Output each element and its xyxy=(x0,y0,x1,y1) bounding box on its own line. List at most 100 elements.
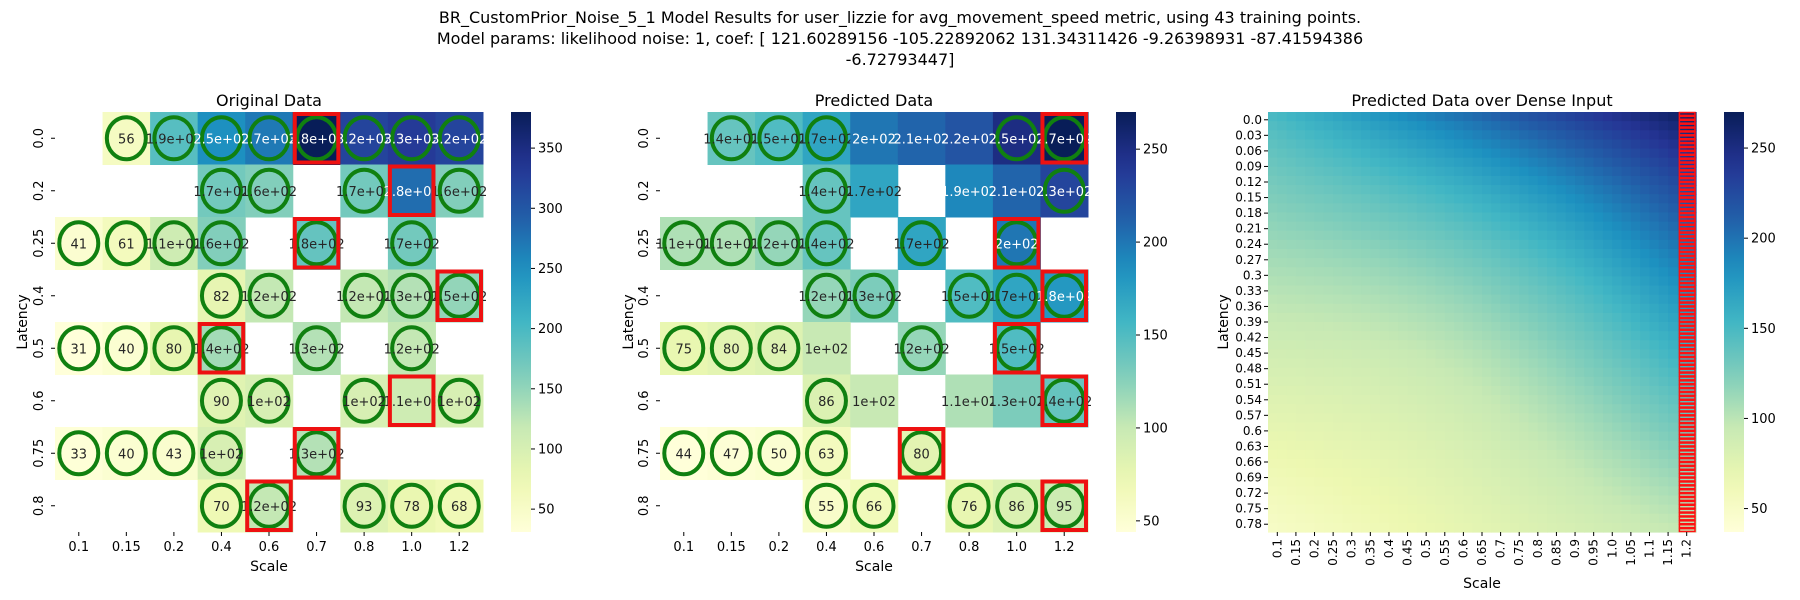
dense-cell xyxy=(1519,194,1530,204)
dense-cell xyxy=(1547,276,1558,287)
dense-cell xyxy=(1454,458,1464,469)
dense-cell xyxy=(1640,404,1651,414)
dense-cell xyxy=(1388,267,1399,277)
dense-cell xyxy=(1416,285,1427,296)
dense-cell xyxy=(1444,322,1455,332)
dense-cell xyxy=(1640,513,1651,524)
cell-value-label: 1.7e+02 xyxy=(384,237,440,252)
dense-cell xyxy=(1528,248,1539,259)
dense-cell xyxy=(1314,112,1325,122)
dense-cell xyxy=(1547,477,1558,487)
dense-cell xyxy=(1547,522,1558,533)
dense-cell xyxy=(1277,212,1288,223)
y-tick-label: 0.09 xyxy=(1235,159,1262,173)
training-point-marker xyxy=(995,272,1039,319)
dense-cell xyxy=(1537,458,1548,469)
dense-cell xyxy=(1575,312,1585,323)
dense-cell xyxy=(1398,504,1409,515)
dense-cell xyxy=(1612,431,1623,442)
highlight-box xyxy=(1678,177,1696,183)
dense-cell xyxy=(1342,230,1353,241)
dense-cell xyxy=(1649,212,1660,223)
dense-cell xyxy=(1295,395,1306,405)
dense-cell xyxy=(1323,376,1334,387)
cell-value-label: 1.5e+02 xyxy=(941,290,997,305)
dense-cell xyxy=(1640,212,1651,223)
cell-value-label: 55 xyxy=(818,500,835,515)
dense-cell xyxy=(1416,477,1427,487)
dense-cell xyxy=(1640,358,1651,369)
dense-cell xyxy=(1658,458,1669,469)
dense-cell xyxy=(1593,175,1604,186)
training-point-marker xyxy=(709,220,753,267)
dense-cell xyxy=(1435,340,1446,350)
dense-cell xyxy=(1482,331,1492,341)
x-tick-label: 0.7 xyxy=(1494,539,1508,558)
y-tick-label: 0.15 xyxy=(1235,191,1262,205)
dense-cell xyxy=(1612,212,1623,223)
dense-cell xyxy=(1416,276,1427,287)
heatmap-cell xyxy=(340,374,389,428)
dense-cell xyxy=(1556,367,1567,378)
training-point-marker xyxy=(390,220,434,267)
highlight-box xyxy=(1678,516,1696,521)
dense-cell xyxy=(1323,513,1334,524)
dense-cell xyxy=(1482,285,1492,296)
dense-cell xyxy=(1416,230,1427,241)
highlight-box xyxy=(1678,391,1696,397)
dense-cell xyxy=(1556,239,1567,250)
dense-cell xyxy=(1286,267,1297,277)
dense-cell xyxy=(1426,267,1437,277)
dense-cell xyxy=(1388,148,1399,159)
highlight-box xyxy=(1678,197,1696,202)
training-point-marker xyxy=(199,482,243,529)
highlight-box xyxy=(1678,360,1696,366)
dense-cell xyxy=(1612,203,1623,214)
dense-cell xyxy=(1528,157,1539,168)
highlight-box xyxy=(1678,341,1696,346)
dense-cell xyxy=(1630,322,1641,332)
heatmap-cell xyxy=(102,112,151,165)
dense-cell xyxy=(1649,431,1660,442)
dense-cell xyxy=(1602,276,1613,287)
dense-cell xyxy=(1593,486,1604,497)
dense-cell xyxy=(1575,458,1585,469)
dense-cell xyxy=(1602,221,1613,232)
dense-cell xyxy=(1454,349,1464,360)
dense-cell xyxy=(1565,477,1576,487)
cell-value-label: 1.9e+02 xyxy=(146,132,202,147)
dense-cell xyxy=(1416,212,1427,223)
dense-cell xyxy=(1379,267,1390,277)
dense-cell xyxy=(1323,486,1334,497)
dense-cell xyxy=(1351,322,1362,332)
dense-cell xyxy=(1658,248,1669,259)
dense-cell xyxy=(1612,376,1623,387)
x-tick-label: 0.8 xyxy=(354,540,375,555)
dense-cell xyxy=(1565,422,1576,433)
dense-cell xyxy=(1463,185,1474,195)
dense-cell xyxy=(1649,349,1660,360)
highlight-box xyxy=(1678,310,1696,315)
dense-cell xyxy=(1295,312,1306,323)
x-tick-label: 1.2 xyxy=(1054,540,1075,555)
dense-cell xyxy=(1361,294,1371,305)
dense-cell xyxy=(1621,212,1632,223)
dense-cell xyxy=(1454,340,1464,350)
dense-cell xyxy=(1268,477,1278,487)
dense-cell xyxy=(1547,175,1558,186)
dense-cell xyxy=(1537,513,1548,524)
dense-cell xyxy=(1491,395,1502,405)
dense-cell xyxy=(1677,221,1688,232)
training-point-marker xyxy=(437,482,481,529)
dense-cell xyxy=(1444,185,1455,195)
dense-cell xyxy=(1584,157,1595,168)
x-axis-label: Scale xyxy=(1463,576,1501,592)
dense-cell xyxy=(1361,486,1371,497)
dense-cell xyxy=(1407,477,1418,487)
y-tick-label: 0.25 xyxy=(637,229,652,258)
dense-cell xyxy=(1649,458,1660,469)
highlight-box xyxy=(1678,158,1696,163)
dense-cell xyxy=(1416,322,1427,332)
dense-cell xyxy=(1519,522,1530,533)
x-tick-label: 0.4 xyxy=(211,540,232,555)
